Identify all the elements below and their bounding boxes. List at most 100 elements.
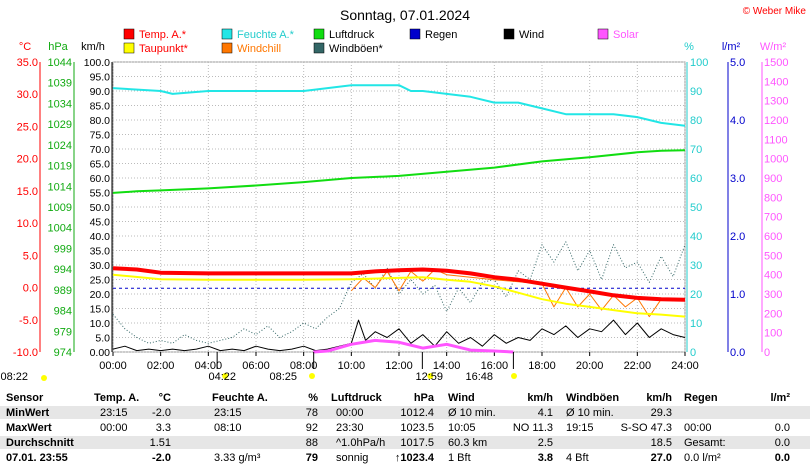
temp-tick-label: 15.0 <box>17 186 38 198</box>
solar-tick-label: 1300 <box>764 96 788 108</box>
solar-tick-label: 800 <box>764 192 782 204</box>
press-unit: hPa <box>48 41 68 53</box>
hum-tick-label: 100 <box>690 57 708 69</box>
wind-tick-label: 0.00 <box>90 347 111 359</box>
press-tick-label: 1009 <box>48 202 72 214</box>
legend-label: Regen <box>425 29 457 41</box>
hum-tick-label: 0 <box>690 347 696 359</box>
hum-tick-label: 10 <box>690 318 702 330</box>
row-band <box>0 436 810 449</box>
wind-tick-label: 25.0 <box>90 275 111 287</box>
table-header: km/h <box>646 392 672 404</box>
x-tick-label: 00:00 <box>99 360 127 372</box>
legend-swatch <box>123 28 135 40</box>
legend-swatch <box>313 28 325 40</box>
table-cell: 00:00 <box>684 422 712 434</box>
time-marker-label: 08:25 <box>269 371 297 383</box>
table-header: hPa <box>413 392 434 404</box>
hum-unit: % <box>684 41 694 53</box>
table-cell: 1023.5 <box>400 422 434 434</box>
temp-tick-label: 30.0 <box>17 89 38 101</box>
table-header: Windböen <box>566 392 620 404</box>
press-tick-label: 974 <box>54 347 72 359</box>
x-tick-label: 22:00 <box>624 360 652 372</box>
press-tick-label: 1034 <box>48 98 72 110</box>
solar-tick-label: 300 <box>764 289 782 301</box>
press-tick-label: 1019 <box>48 161 72 173</box>
table-header: Luftdruck <box>331 392 382 404</box>
hum-tick-label: 40 <box>690 231 702 243</box>
table-header: Temp. A. <box>94 392 140 404</box>
legend-swatch <box>221 42 233 54</box>
x-tick-label: 02:00 <box>147 360 175 372</box>
legend-label: Windchill <box>237 43 281 55</box>
hum-tick-label: 70 <box>690 144 702 156</box>
legend-swatch <box>123 42 135 54</box>
table-header: km/h <box>527 392 553 404</box>
temp-tick-label: 0.0 <box>23 283 38 295</box>
series-line-windböen <box>112 241 686 344</box>
press-tick-label: 1004 <box>48 223 72 235</box>
wind-tick-label: 15.0 <box>90 304 111 316</box>
x-tick-label: 24:00 <box>671 360 699 372</box>
table-header: % <box>308 392 318 404</box>
legend-label: Luftdruck <box>329 29 375 41</box>
table-cell: 00:00 <box>336 407 364 419</box>
wind-tick-label: 40.0 <box>90 231 111 243</box>
table-cell: 1017.5 <box>400 437 434 449</box>
solar-tick-label: 1500 <box>764 57 788 69</box>
x-tick-label: 10:00 <box>338 360 366 372</box>
table-row-label: Durchschnitt <box>6 437 74 449</box>
time-markers: 08:22 04:22 08:25 12:59 16:48 <box>0 352 517 383</box>
table-cell: 78 <box>305 407 318 419</box>
table-cell: 3.3 <box>155 422 171 434</box>
table-cell: -2.0 <box>152 452 171 464</box>
legend-label: Solar <box>613 29 639 41</box>
wind-tick-label: 50.0 <box>90 202 111 214</box>
table-cell: 23:15 <box>100 407 128 419</box>
chart-grid <box>112 61 686 353</box>
legend-swatch <box>503 28 515 40</box>
table-header: Sensor <box>6 392 44 404</box>
x-axis: 00:00 02:00 04:00 06:00 08:00 10:00 12:00 14:00… <box>99 352 699 372</box>
table-cell: sonnig <box>336 452 369 464</box>
table-cell: 19:15 <box>566 422 594 434</box>
credit-text: © Weber Mike <box>743 6 807 17</box>
wind-tick-label: 85.0 <box>90 101 111 113</box>
table-cell: 29.3 <box>650 407 672 419</box>
table-cell: 0.0 <box>774 452 790 464</box>
table-cell: 10:05 <box>448 422 476 434</box>
table-header: Regen <box>684 392 718 404</box>
wind-tick-label: 35.0 <box>90 246 111 258</box>
solar-tick-label: 1200 <box>764 115 788 127</box>
wind-tick-label: 90.0 <box>90 86 111 98</box>
legend-swatch <box>221 28 233 40</box>
series-line-temp-a <box>112 266 686 302</box>
table-cell: 60.3 km <box>448 437 488 449</box>
table-row-label: 07.01. 23:55 <box>6 452 68 464</box>
table-cell: 1 Bft <box>448 452 471 464</box>
wind-tick-label: 70.0 <box>90 144 111 156</box>
table-cell: 92 <box>305 422 318 434</box>
wind-tick-label: 80.0 <box>90 115 111 127</box>
hum-tick-label: 80 <box>690 115 702 127</box>
time-marker-label: 08:22 <box>0 371 28 383</box>
hum-tick-label: 90 <box>690 86 702 98</box>
wind-tick-label: 30.0 <box>90 260 111 272</box>
table-header: Feuchte A. <box>212 392 268 404</box>
solar-tick-label: 200 <box>764 308 782 320</box>
legend-label: Temp. A.* <box>139 29 187 41</box>
press-tick-label: 984 <box>54 306 72 318</box>
x-tick-label: 18:00 <box>528 360 556 372</box>
series-layer <box>112 84 686 354</box>
hum-tick-label: 30 <box>690 260 702 272</box>
table-cell: 88 <box>305 437 318 449</box>
sun-icon <box>41 375 47 381</box>
sun-icon <box>511 373 517 379</box>
temp-tick-label: 20.0 <box>17 154 38 166</box>
table-cell: 18.5 <box>650 437 672 449</box>
wind-tick-label: 60.0 <box>90 173 111 185</box>
table-cell: 1.51 <box>149 437 171 449</box>
hum-tick-label: 20 <box>690 289 702 301</box>
press-tick-label: 989 <box>54 285 72 297</box>
